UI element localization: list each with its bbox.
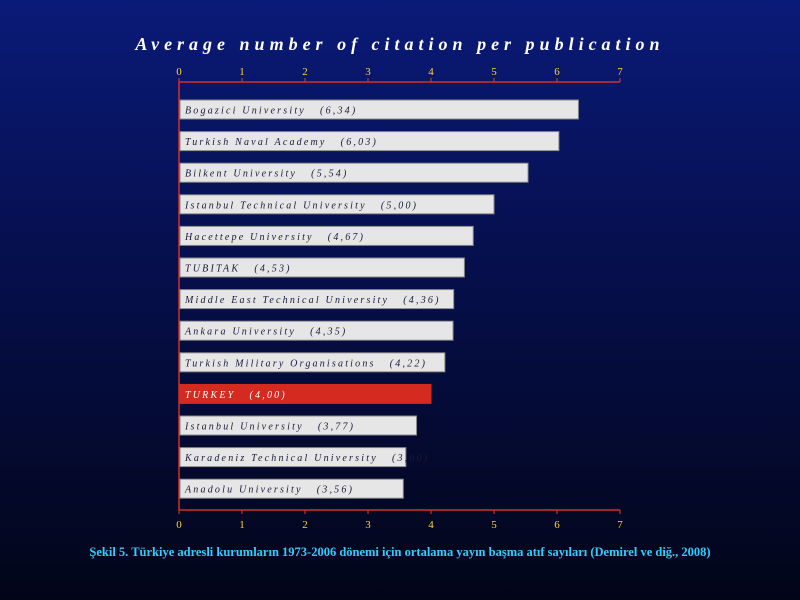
bar-label: Turkish Military Organisations (4,22)	[185, 358, 427, 369]
bar-label: Hacettepe University (4,67)	[184, 232, 365, 243]
x-tick-label: 1	[239, 66, 245, 78]
bar-label: TUBITAK (4,53)	[185, 264, 292, 275]
bar	[179, 447, 407, 468]
bar	[179, 194, 495, 215]
bar	[179, 320, 454, 341]
x-tick-label: 5	[491, 66, 497, 78]
bar	[179, 352, 446, 373]
bar-label: Anadolu University (3,56)	[184, 485, 354, 496]
bar-label: TURKEY (4,00)	[185, 390, 287, 401]
x-tick-label: 0	[176, 519, 182, 531]
bar	[179, 99, 579, 120]
x-tick-label: 3	[365, 66, 371, 78]
bar	[179, 383, 432, 404]
x-tick-label: 5	[491, 519, 497, 531]
bar-label: Karadeniz Technical University (3,60)	[184, 453, 429, 464]
bar	[179, 478, 404, 499]
x-tick-label: 4	[428, 66, 434, 78]
figure-caption: Şekil 5. Türkiye adresli kurumların 1973…	[89, 545, 711, 559]
bar	[179, 225, 474, 246]
chart-title: Average number of citation per publicati…	[135, 34, 665, 54]
bar	[179, 131, 560, 152]
bar-label: Bilkent University (5,54)	[185, 169, 349, 180]
x-tick-label: 3	[365, 519, 371, 531]
x-tick-label: 4	[428, 519, 434, 531]
x-tick-label: 2	[302, 519, 308, 531]
x-tick-label: 6	[554, 66, 560, 78]
bar	[179, 162, 529, 183]
x-tick-label: 0	[176, 66, 182, 78]
x-tick-label: 7	[617, 66, 623, 78]
x-tick-label: 7	[617, 519, 623, 531]
bar	[179, 289, 455, 310]
x-tick-label: 6	[554, 519, 560, 531]
x-tick-label: 2	[302, 66, 308, 78]
bar-label: Turkish Naval Academy (6,03)	[185, 137, 378, 148]
x-tick-label: 1	[239, 519, 245, 531]
bar-label: Istanbul Technical University (5,00)	[184, 200, 418, 211]
bar	[179, 415, 418, 436]
bar-label: Ankara University (4,35)	[184, 327, 347, 338]
bar-label: Istanbul University (3,77)	[184, 422, 355, 433]
bar-label: Bogazici University (6,34)	[185, 106, 357, 117]
bar	[179, 257, 465, 278]
bar-label: Middle East Technical University (4,36)	[184, 295, 441, 306]
